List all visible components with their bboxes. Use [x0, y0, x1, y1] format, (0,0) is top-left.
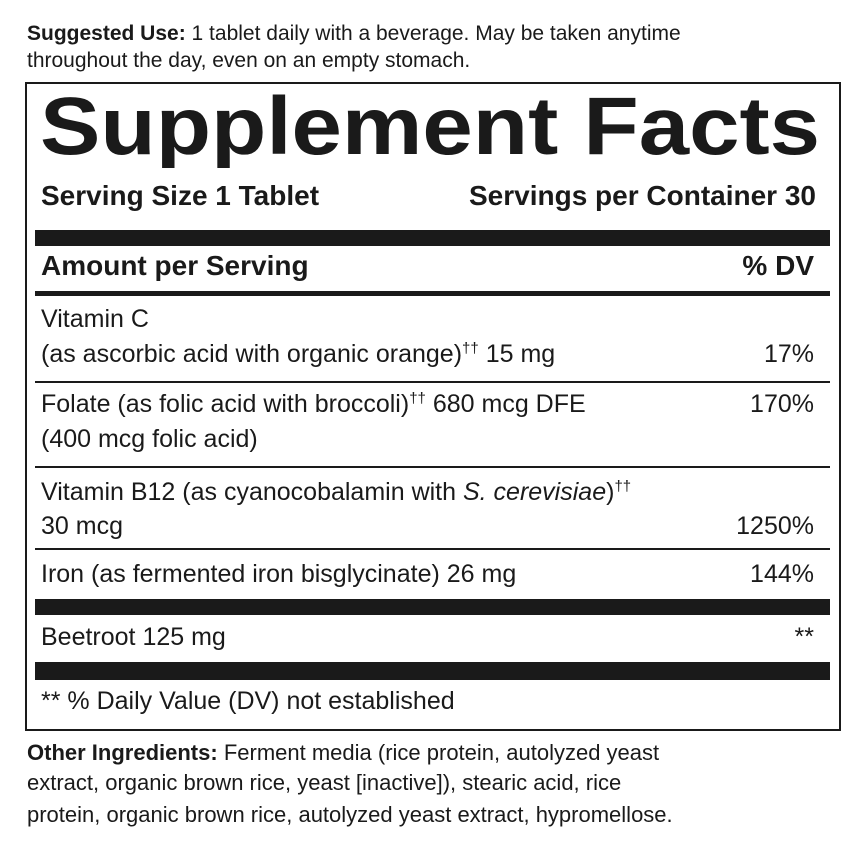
nutrient-detail: (400 mcg folic acid) — [41, 425, 258, 453]
suggested-use-line: throughout the day, even on an empty sto… — [27, 49, 471, 72]
rule — [35, 662, 830, 680]
mark: †† — [409, 390, 426, 407]
nutrient: Vitamin C — [41, 305, 149, 333]
mark: †† — [614, 478, 632, 495]
rule — [35, 230, 830, 246]
panel-title: Supplement Facts — [40, 88, 820, 168]
nutrient: Folate (as folic acid with broccoli)†† 6… — [41, 390, 586, 419]
facts-panel — [25, 82, 841, 731]
other-ingredients: Other Ingredients: Ferment media (rice p… — [27, 738, 659, 768]
amount: 680 mcg DFE — [432, 390, 586, 418]
nutrient: Iron (as fermented iron bisglycinate) 26… — [41, 560, 517, 588]
label: Suggested Use: — [27, 22, 186, 45]
amount-header: Amount per Serving — [41, 250, 309, 281]
nutrient: Beetroot 125 mg — [41, 623, 226, 651]
mark: †† — [462, 340, 479, 357]
rule — [35, 466, 830, 468]
dv: 144% — [750, 560, 814, 588]
serving-size: Serving Size 1 Tablet — [41, 180, 320, 211]
text: Vitamin B12 (as cyanocobalamin with — [41, 478, 463, 506]
label: Other Ingredients: — [27, 740, 218, 765]
dv: 1250% — [736, 512, 814, 540]
dv-header: % DV — [742, 250, 814, 281]
amount: 15 mg — [485, 340, 556, 368]
other-ingredients-line: protein, organic brown rice, autolyzed y… — [27, 802, 673, 827]
nutrient-detail: (as ascorbic acid with organic orange)††… — [41, 340, 555, 369]
dv: 170% — [750, 390, 814, 418]
text: Ferment media (rice protein, autolyzed y… — [223, 740, 660, 765]
dv: 17% — [763, 340, 814, 368]
nutrient: Vitamin B12 (as cyanocobalamin with S. c… — [41, 478, 631, 507]
amount: 30 mcg — [41, 512, 123, 540]
italic: S. cerevisiae — [462, 478, 607, 506]
footnote: ** % Daily Value (DV) not established — [41, 687, 455, 715]
rule — [35, 291, 830, 296]
dv: ** — [794, 623, 814, 651]
other-ingredients-line: extract, organic brown rice, yeast [inac… — [27, 770, 622, 795]
text: ) — [606, 478, 615, 506]
text: 1 tablet daily with a beverage. May be t… — [191, 22, 681, 45]
suggested-use: Suggested Use: 1 tablet daily with a bev… — [27, 20, 681, 47]
text: Folate (as folic acid with broccoli) — [41, 390, 410, 418]
servings: Servings per Container 30 — [468, 180, 816, 211]
rule — [35, 381, 830, 383]
title-svg: Supplement Facts — [40, 88, 820, 168]
rule — [35, 599, 830, 615]
text: (as ascorbic acid with organic orange) — [41, 340, 463, 368]
rule — [35, 548, 830, 550]
